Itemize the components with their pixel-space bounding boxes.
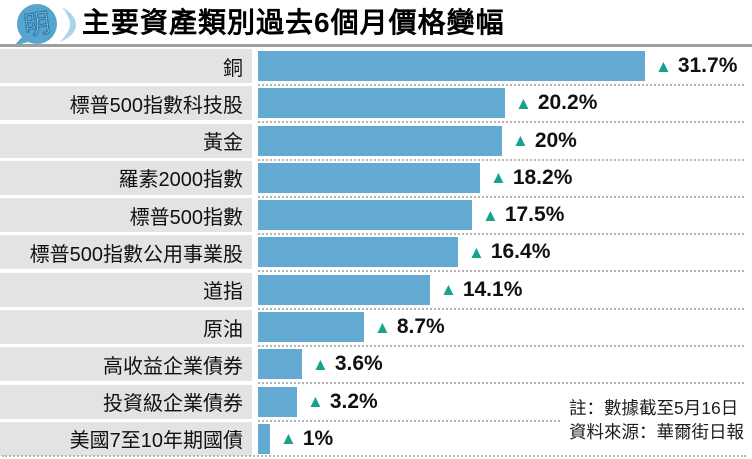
bar-track: ▲ 1%: [258, 422, 752, 456]
chart-row: 標普500指數科技股 ▲ 20.2%: [0, 86, 752, 124]
value-text: 18.2%: [512, 165, 573, 189]
bar: [258, 423, 270, 454]
category-label: 投資級企業債券: [0, 384, 252, 419]
value-label: ▲ 31.7%: [655, 54, 737, 78]
category-label: 高收益企業債券: [0, 347, 252, 382]
value-label: ▲ 3.6%: [312, 352, 383, 376]
value-text: 3.6%: [334, 352, 383, 376]
bar: [258, 88, 505, 119]
up-triangle-icon: ▲: [374, 317, 391, 337]
bar: [258, 51, 645, 81]
value-label: ▲ 20%: [512, 129, 577, 153]
bar-track: ▲ 18.2%: [258, 161, 752, 198]
header-divider: [0, 44, 752, 47]
category-label: 原油: [0, 310, 252, 345]
up-triangle-icon: ▲: [655, 56, 672, 76]
mingpao-logo-icon: 明: [14, 4, 76, 46]
up-triangle-icon: ▲: [515, 93, 532, 113]
value-label: ▲ 8.7%: [374, 315, 445, 339]
chart-row: 羅素2000指數 ▲ 18.2%: [0, 160, 752, 198]
category-label: 道指: [0, 272, 252, 307]
chart-row: 美國7至10年期國債 ▲ 1%: [0, 421, 752, 456]
bar: [258, 312, 364, 343]
chart-row: 黃金 ▲ 20%: [0, 123, 752, 161]
category-label: 標普500指數公用事業股: [0, 235, 252, 270]
value-label: ▲ 14.1%: [440, 278, 522, 302]
bar: [258, 125, 502, 156]
bar-track: ▲ 8.7%: [258, 310, 752, 348]
value-label: ▲ 1%: [280, 427, 333, 451]
category-label: 標普500指數: [0, 198, 252, 233]
bar-track: ▲ 3.6%: [258, 347, 752, 385]
chart-row: 標普500指數公用事業股 ▲ 16.4%: [0, 235, 752, 273]
header: 明 主要資產類別過去6個月價格變幅: [0, 0, 752, 46]
up-triangle-icon: ▲: [312, 354, 329, 374]
value-text: 3.2%: [329, 389, 378, 413]
up-triangle-icon: ▲: [468, 242, 485, 262]
chart-row: 道指 ▲ 14.1%: [0, 272, 752, 310]
up-triangle-icon: ▲: [482, 205, 499, 225]
category-label: 標普500指數科技股: [0, 86, 252, 121]
bar-chart: 銅 ▲ 31.7% 標普500指數科技股 ▲ 20.2% 黃金 ▲ 20% 羅素2000指數 ▲ 18…: [0, 49, 752, 456]
logo-glyph: 明: [22, 8, 52, 40]
chart-row: 原油 ▲ 8.7%: [0, 310, 752, 348]
value-text: 17.5%: [504, 203, 565, 227]
value-label: ▲ 17.5%: [482, 203, 564, 227]
value-text: 1%: [302, 426, 334, 450]
bar: [258, 237, 458, 268]
bar: [258, 274, 430, 305]
category-label: 黃金: [0, 123, 252, 158]
bar-track: ▲ 3.2%: [258, 385, 752, 422]
chart-row: 高收益企業債券 ▲ 3.6%: [0, 347, 752, 385]
up-triangle-icon: ▲: [440, 280, 457, 300]
bar-track: ▲ 14.1%: [258, 273, 752, 310]
value-label: ▲ 20.2%: [515, 91, 597, 115]
bar-track: ▲ 17.5%: [258, 198, 752, 236]
value-label: ▲ 3.2%: [307, 390, 378, 414]
bar-track: ▲ 31.7%: [258, 49, 752, 86]
chart-row: 標普500指數 ▲ 17.5%: [0, 198, 752, 236]
category-label: 銅: [0, 49, 252, 83]
value-text: 20.2%: [537, 91, 598, 115]
value-label: ▲ 18.2%: [490, 166, 572, 190]
footnote-line-1: 註：數據截至5月16日: [569, 397, 739, 418]
chart-row: 銅 ▲ 31.7%: [0, 49, 752, 86]
footnote-line-2: 資料來源：華爾街日報: [569, 421, 744, 442]
bar: [258, 200, 472, 231]
footnote: 註：數據截至5月16日 資料來源：華爾街日報: [561, 393, 746, 446]
chart-title: 主要資產類別過去6個月價格變幅: [82, 7, 505, 38]
value-label: ▲ 16.4%: [468, 240, 550, 264]
up-triangle-icon: ▲: [512, 131, 529, 151]
value-text: 16.4%: [490, 240, 551, 264]
bar-track: ▲ 20%: [258, 124, 752, 161]
bar: [258, 349, 302, 380]
up-triangle-icon: ▲: [280, 429, 297, 449]
bar: [258, 386, 297, 417]
value-text: 14.1%: [462, 277, 523, 301]
bar-track: ▲ 16.4%: [258, 235, 752, 273]
value-text: 31.7%: [677, 54, 738, 77]
bottom-divider: [2, 455, 746, 457]
value-text: 8.7%: [396, 315, 445, 339]
bar-track: ▲ 20.2%: [258, 86, 752, 124]
up-triangle-icon: ▲: [490, 168, 507, 188]
chart-row: 投資級企業債券 ▲ 3.2%: [0, 384, 752, 422]
value-text: 20%: [534, 128, 577, 152]
category-label: 美國7至10年期國債: [0, 421, 252, 456]
category-label: 羅素2000指數: [0, 160, 252, 195]
up-triangle-icon: ▲: [307, 392, 324, 412]
bar: [258, 162, 480, 193]
